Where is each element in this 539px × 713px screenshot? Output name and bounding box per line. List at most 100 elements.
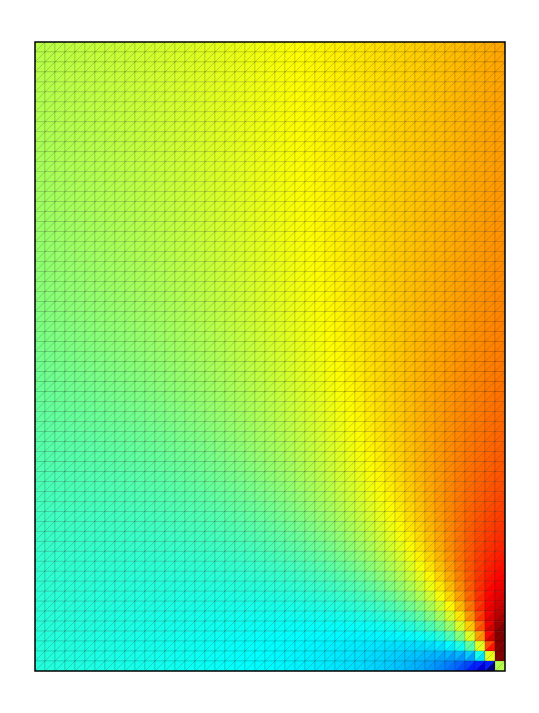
mesh-element bbox=[64, 101, 76, 113]
mesh-element bbox=[254, 101, 266, 113]
mesh-element bbox=[284, 101, 296, 113]
mesh-element bbox=[194, 61, 206, 73]
mesh-element bbox=[54, 101, 66, 113]
mesh-element bbox=[454, 101, 466, 113]
mesh-element bbox=[364, 101, 376, 113]
mesh-element bbox=[414, 101, 426, 113]
mesh-element bbox=[384, 61, 396, 73]
mesh-element bbox=[194, 51, 206, 63]
mesh-element bbox=[394, 101, 406, 113]
mesh-element bbox=[434, 51, 446, 63]
mesh-element bbox=[304, 61, 316, 73]
mesh-element bbox=[74, 61, 86, 73]
mesh-element bbox=[374, 61, 386, 73]
mesh-element bbox=[344, 101, 356, 113]
mesh-element bbox=[224, 51, 236, 63]
mesh-element bbox=[334, 51, 346, 63]
mesh-element bbox=[64, 51, 76, 63]
mesh-element bbox=[174, 51, 186, 63]
mesh-element bbox=[44, 101, 56, 113]
mesh-element bbox=[44, 61, 56, 73]
mesh-element bbox=[204, 51, 216, 63]
mesh-element bbox=[54, 51, 66, 63]
mesh-element bbox=[104, 51, 116, 63]
mesh-element bbox=[94, 61, 106, 73]
mesh-element bbox=[124, 61, 136, 73]
mesh-element bbox=[394, 61, 406, 73]
mesh-element bbox=[474, 101, 486, 113]
mesh-element bbox=[254, 61, 266, 73]
mesh-element bbox=[324, 101, 336, 113]
mesh-element bbox=[294, 101, 306, 113]
mesh-element bbox=[304, 51, 316, 63]
mesh-element bbox=[174, 61, 186, 73]
mesh-element bbox=[254, 51, 266, 63]
mesh-element bbox=[134, 101, 146, 113]
mesh-element bbox=[424, 61, 436, 73]
mesh-element bbox=[284, 51, 296, 63]
mesh-element bbox=[264, 51, 276, 63]
mesh-element bbox=[214, 61, 226, 73]
mesh-element bbox=[74, 51, 86, 63]
mesh-element bbox=[494, 61, 506, 73]
mesh-element bbox=[164, 51, 176, 63]
mesh-element bbox=[244, 51, 256, 63]
mesh-element bbox=[314, 51, 326, 63]
mesh-element bbox=[174, 101, 186, 113]
mesh-element bbox=[304, 101, 316, 113]
mesh-element bbox=[494, 101, 506, 113]
mesh-element bbox=[64, 61, 76, 73]
mesh-element bbox=[234, 101, 246, 113]
mesh-element bbox=[464, 101, 476, 113]
mesh-element bbox=[454, 61, 466, 73]
mesh-element bbox=[484, 61, 496, 73]
mesh-element bbox=[444, 61, 456, 73]
mesh-element bbox=[84, 101, 96, 113]
mesh-element bbox=[484, 51, 496, 63]
mesh-element bbox=[214, 101, 226, 113]
mesh-element bbox=[144, 61, 156, 73]
mesh-element bbox=[134, 61, 146, 73]
mesh-element bbox=[424, 101, 436, 113]
mesh-element bbox=[154, 101, 166, 113]
mesh-element bbox=[334, 101, 346, 113]
mesh-element bbox=[434, 61, 446, 73]
mesh-element bbox=[244, 61, 256, 73]
mesh-element bbox=[74, 101, 86, 113]
mesh-element bbox=[194, 101, 206, 113]
mesh-element bbox=[164, 101, 176, 113]
mesh-element bbox=[124, 101, 136, 113]
mesh-element bbox=[384, 51, 396, 63]
mesh-element bbox=[374, 101, 386, 113]
mesh-element bbox=[404, 51, 416, 63]
mesh-element bbox=[384, 101, 396, 113]
mesh-element bbox=[54, 61, 66, 73]
mesh-element bbox=[324, 61, 336, 73]
mesh-element bbox=[334, 61, 346, 73]
mesh-element bbox=[214, 51, 226, 63]
mesh-element bbox=[224, 61, 236, 73]
mesh-element bbox=[274, 51, 286, 63]
mesh-element bbox=[474, 61, 486, 73]
mesh-element bbox=[354, 101, 366, 113]
mesh-element bbox=[244, 101, 256, 113]
mesh-element bbox=[114, 101, 126, 113]
mesh-element bbox=[264, 101, 276, 113]
mesh-element bbox=[404, 61, 416, 73]
mesh-element bbox=[234, 61, 246, 73]
mesh-element bbox=[104, 61, 116, 73]
mesh-element bbox=[94, 101, 106, 113]
mesh-element bbox=[274, 61, 286, 73]
mesh-element bbox=[294, 51, 306, 63]
mesh-element bbox=[184, 51, 196, 63]
mesh-element bbox=[464, 51, 476, 63]
mesh-element bbox=[114, 61, 126, 73]
mesh-element bbox=[444, 51, 456, 63]
mesh-element bbox=[344, 51, 356, 63]
mesh-element bbox=[354, 61, 366, 73]
mesh-element bbox=[184, 61, 196, 73]
mesh-element bbox=[414, 51, 426, 63]
mesh-element bbox=[264, 61, 276, 73]
